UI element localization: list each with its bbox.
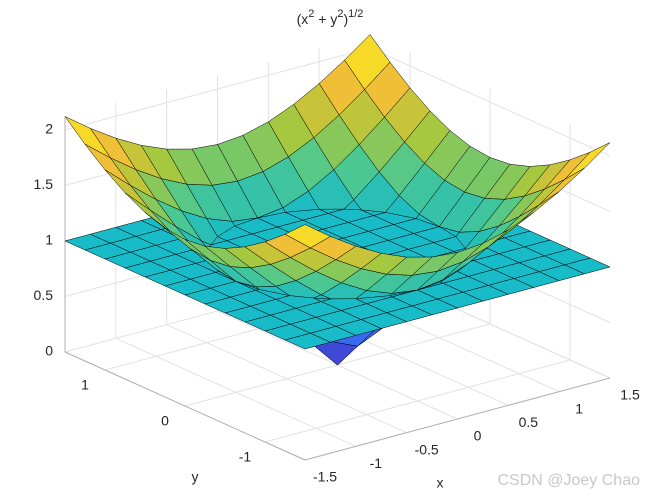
watermark: CSDN @Joey Chao: [497, 472, 640, 489]
y-axis-label: y: [192, 469, 199, 485]
z-tick-label: 0.5: [34, 287, 54, 303]
x-tick-label: 0: [474, 428, 482, 444]
labels: -1.5 -1 -0.5 0 0.5 1 1.5 -1 0 1 0 0.5 1 1.5 2: [34, 121, 640, 485]
title-sup: 2: [308, 8, 314, 20]
chart-title: (x2 + y2)1/2: [297, 8, 364, 27]
x-tick-label: 0.5: [519, 414, 539, 430]
surfaces: [64, 34, 611, 366]
x-axis-label: x: [437, 475, 444, 491]
title-part: + y: [314, 11, 337, 27]
title-sup: 2: [337, 8, 343, 20]
surface-face: [257, 207, 286, 219]
x-tick-label: 1.5: [620, 387, 640, 403]
x-tick-label: -1.5: [313, 469, 337, 485]
title-part: ): [343, 11, 348, 27]
z-tick-label: 0: [45, 343, 53, 359]
z-tick-label: 1.5: [34, 176, 54, 192]
surface-face: [415, 213, 440, 227]
axis-line: [304, 377, 611, 461]
title-part: (x: [297, 11, 309, 27]
axis-line: [64, 351, 306, 461]
x-tick-label: -0.5: [415, 441, 439, 457]
y-tick-label: 0: [161, 413, 169, 429]
y-tick-label: -1: [239, 449, 252, 465]
y-tick-label: 1: [81, 377, 89, 393]
title-sup: 1/2: [348, 8, 363, 20]
surface-face: [284, 224, 331, 249]
x-tick-label: -1: [370, 455, 383, 471]
x-tick-label: 1: [575, 400, 583, 416]
z-tick-label: 2: [45, 121, 53, 137]
z-tick-label: 1: [45, 232, 53, 248]
